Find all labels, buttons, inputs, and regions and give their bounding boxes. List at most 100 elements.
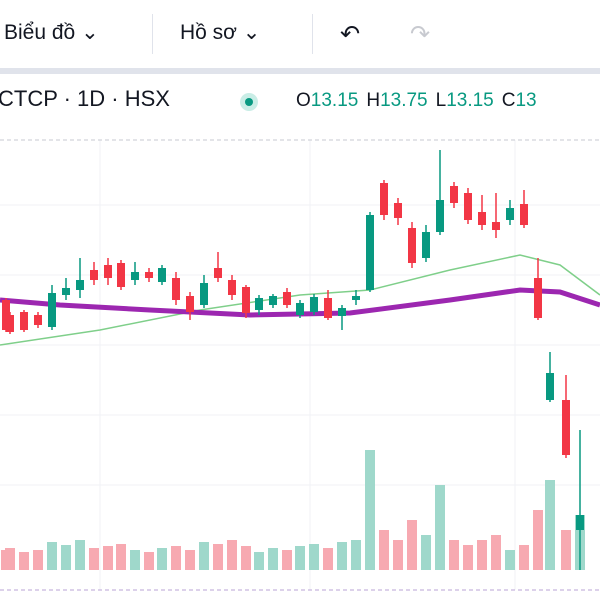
chart-menu[interactable]: Biểu đồ ⌄: [4, 21, 99, 44]
candle-body: [436, 200, 444, 232]
candle-body: [34, 315, 42, 325]
candle-body: [296, 303, 304, 315]
volume-bar: [463, 545, 473, 570]
volume-bar: [477, 540, 487, 570]
volume-bar: [157, 548, 167, 570]
volume-bar: [144, 552, 154, 570]
candle-body: [492, 222, 500, 230]
candle-body: [324, 298, 332, 318]
divider: [312, 14, 313, 54]
volume-bar: [323, 548, 333, 570]
redo[interactable]: ↷: [410, 21, 431, 48]
volume-bar: [130, 550, 140, 570]
volume-bar: [295, 546, 305, 570]
candle-body: [380, 183, 388, 215]
volume-bar: [103, 546, 113, 570]
candle-body: [200, 283, 208, 305]
candle-body: [214, 268, 222, 278]
ohlc-value: 13.15: [310, 90, 359, 111]
ohlc-value: 13.15: [446, 90, 494, 111]
volume-bar: [421, 535, 431, 570]
candle-body: [228, 280, 236, 295]
candle-body: [283, 292, 291, 305]
volume-bar: [505, 550, 515, 570]
volume-bar: [533, 510, 543, 570]
volume-bar: [545, 480, 555, 570]
candle-body: [131, 272, 139, 280]
candle-body: [366, 215, 374, 290]
ohlc-label: O: [296, 90, 311, 111]
volume-bar: [75, 540, 85, 570]
volume-bar: [185, 550, 195, 570]
candle-body: [310, 297, 318, 312]
volume-bar: [47, 542, 57, 570]
volume-bar: [5, 548, 15, 570]
ohlc-label: C: [501, 90, 516, 111]
ohlc-legend: O13.15 H13.75 L13.15 C13: [296, 90, 545, 112]
candle-body: [450, 186, 458, 203]
candle-body: [478, 212, 486, 225]
candle-body: [269, 296, 277, 305]
volume-bar: [199, 542, 209, 570]
volume-bar: [351, 540, 361, 570]
ohlc-value: 13: [515, 90, 537, 111]
volume-bar: [282, 550, 292, 570]
candle-body: [104, 265, 112, 278]
candle-body: [20, 312, 28, 330]
candle-body: [422, 232, 430, 258]
volume-bar: [19, 552, 29, 570]
separator: [0, 68, 600, 74]
candle-body: [255, 298, 263, 310]
candle-body: [186, 296, 194, 312]
candle-body: [520, 204, 528, 225]
candle-body: [90, 270, 98, 280]
status-dot: [240, 93, 258, 111]
ma-line: [0, 287, 600, 318]
ohlc-label: H: [366, 90, 381, 111]
volume-bar: [309, 544, 319, 570]
candle-body: [464, 193, 472, 220]
volume-bar: [171, 546, 181, 570]
volume-bar: [33, 550, 43, 570]
candle-body: [546, 373, 554, 400]
volume-bar: [213, 544, 223, 570]
divider: [152, 14, 153, 54]
undo[interactable]: ↶: [340, 21, 361, 48]
symbol-title: CTCP · 1D · HSX: [0, 86, 170, 111]
candle-body: [117, 263, 125, 287]
chart-menu-label: Biểu đồ: [4, 21, 76, 44]
volume-bar: [561, 530, 571, 570]
volume-bar: [241, 546, 251, 570]
volume-bar: [254, 552, 264, 570]
candle-body: [6, 315, 14, 332]
profile-menu[interactable]: Hồ sơ ⌄: [180, 21, 261, 44]
volume-bar: [337, 542, 347, 570]
volume-bar: [89, 548, 99, 570]
candle-body: [338, 308, 346, 316]
volume-bar: [116, 544, 126, 570]
candle-body: [562, 400, 570, 455]
candle-body: [48, 293, 56, 327]
volume-bar: [61, 545, 71, 570]
candle-body: [158, 268, 166, 282]
volume-bar: [268, 548, 278, 570]
candle-body: [408, 228, 416, 263]
candle-body: [576, 515, 584, 530]
ohlc-label: L: [435, 90, 447, 111]
candle-body: [145, 272, 153, 278]
volume-bar: [519, 545, 529, 570]
ohlc-value: 13.75: [380, 90, 428, 111]
profile-menu-label: Hồ sơ: [180, 21, 237, 44]
volume-bar: [449, 540, 459, 570]
candle-body: [534, 278, 542, 318]
volume-bar: [365, 450, 375, 570]
volume-bar: [491, 535, 501, 570]
candle-body: [352, 296, 360, 300]
volume-bar: [435, 485, 445, 570]
candle-body: [394, 203, 402, 218]
candle-body: [506, 208, 514, 220]
volume-bar: [227, 540, 237, 570]
candle-body: [76, 280, 84, 290]
